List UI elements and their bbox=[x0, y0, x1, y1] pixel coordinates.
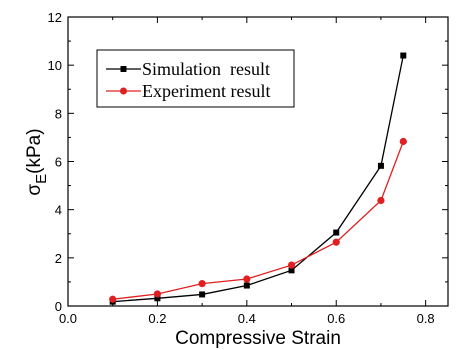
legend-label-simulation: Simulation result bbox=[142, 59, 270, 79]
y-tick-label: 2 bbox=[55, 251, 62, 266]
y-axis-label-main: σ bbox=[24, 184, 45, 196]
legend-marker-experiment bbox=[120, 87, 127, 95]
data-point bbox=[288, 267, 295, 274]
x-tick-label: 0.2 bbox=[148, 311, 166, 326]
x-axis-label: Compressive Strain bbox=[175, 328, 341, 349]
x-tick-label: 0.6 bbox=[327, 311, 345, 326]
data-point bbox=[377, 196, 385, 205]
series-line bbox=[112, 55, 404, 303]
legend-marker-simulation bbox=[120, 66, 127, 72]
series-line bbox=[112, 141, 404, 300]
data-point bbox=[199, 291, 206, 298]
legend-item-experiment: Experiment result bbox=[106, 81, 270, 101]
data-point bbox=[243, 275, 251, 283]
series-layer bbox=[109, 52, 407, 305]
y-tick-label: 4 bbox=[55, 203, 62, 218]
axis-ticks bbox=[67, 16, 448, 307]
y-tick-label: 10 bbox=[48, 58, 62, 73]
data-point bbox=[333, 229, 340, 236]
y-tick-label: 12 bbox=[48, 10, 62, 25]
y-axis-label: σE(kPa) bbox=[24, 128, 50, 195]
data-point bbox=[243, 282, 250, 289]
data-point bbox=[154, 295, 161, 302]
legend-box bbox=[96, 49, 295, 108]
data-point bbox=[332, 238, 340, 246]
data-point bbox=[400, 52, 407, 59]
x-tick-label: 0.4 bbox=[238, 311, 256, 326]
y-axis-label-unit: (kPa) bbox=[24, 128, 45, 173]
data-point bbox=[109, 295, 117, 303]
y-tick-label: 0 bbox=[55, 299, 62, 314]
data-point bbox=[198, 280, 206, 288]
x-tick-labels: 0.0 0.2 0.4 0.6 0.8 bbox=[59, 311, 435, 326]
y-tick-labels: 0 2 4 6 8 10 12 bbox=[48, 10, 62, 314]
y-tick-label: 6 bbox=[55, 155, 62, 170]
y-axis-label-sub: E bbox=[33, 174, 50, 184]
legend-label-experiment: Experiment result bbox=[142, 81, 270, 101]
data-point bbox=[287, 261, 296, 269]
x-tick-label: 0.8 bbox=[417, 311, 435, 326]
legend-item-simulation: Simulation result bbox=[106, 59, 270, 79]
legend: Simulation result Experiment result bbox=[96, 49, 295, 108]
data-point bbox=[377, 162, 384, 169]
y-tick-label: 8 bbox=[55, 106, 62, 121]
data-point bbox=[399, 137, 407, 146]
data-point bbox=[153, 290, 162, 298]
series-experiment bbox=[109, 137, 407, 303]
x-tick-label: 0.0 bbox=[59, 311, 77, 326]
